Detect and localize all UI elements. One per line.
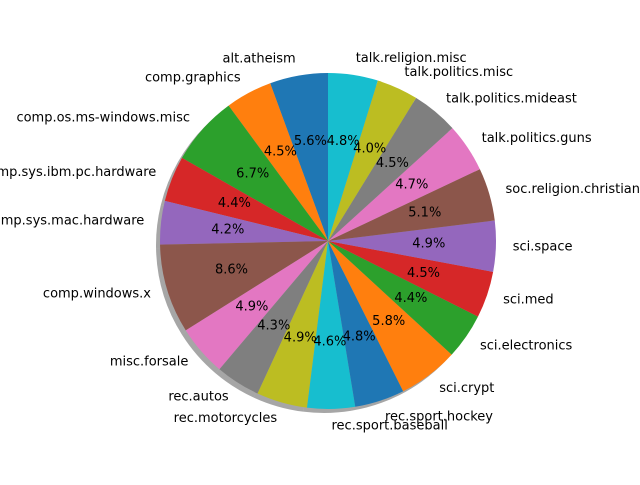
slice-percent-label: 4.4% (218, 196, 251, 211)
slice-percent-label: 4.9% (235, 300, 268, 315)
slice-percent-label: 4.2% (211, 223, 244, 238)
slice-percent-label: 6.7% (236, 167, 269, 182)
slice-percent-label: 5.1% (408, 205, 441, 220)
slice-percent-label: 4.5% (407, 266, 440, 281)
slice-label: comp.graphics (145, 71, 241, 86)
slice-label: soc.religion.christian (506, 182, 640, 197)
slice-label: sci.electronics (480, 339, 573, 354)
slice-percent-label: 4.7% (395, 178, 428, 193)
slice-percent-label: 4.9% (284, 330, 317, 345)
slice-label: sci.med (503, 293, 554, 308)
slice-label: comp.sys.ibm.pc.hardware (0, 165, 156, 180)
slice-percent-label: 4.5% (264, 145, 297, 160)
slice-percent-label: 4.4% (394, 291, 427, 306)
slice-percent-label: 4.8% (327, 134, 360, 149)
slice-label: talk.politics.mideast (446, 91, 577, 106)
slice-label: rec.sport.hockey (385, 409, 493, 424)
slice-percent-label: 4.6% (313, 334, 346, 349)
slice-label: rec.autos (168, 389, 229, 404)
slice-percent-label: 4.5% (376, 156, 409, 171)
slice-label: talk.politics.misc (404, 65, 513, 80)
slice-label: comp.windows.x (43, 287, 151, 302)
slice-percent-label: 4.8% (343, 329, 376, 344)
slice-percent-label: 8.6% (215, 263, 248, 278)
slice-label: misc.forsale (110, 355, 189, 370)
slice-percent-label: 5.6% (294, 134, 327, 149)
slice-percent-label: 5.8% (372, 314, 405, 329)
slice-label: comp.sys.mac.hardware (0, 213, 144, 228)
slice-label: alt.atheism (223, 52, 296, 67)
slice-label: sci.space (513, 239, 573, 254)
slice-label: talk.politics.guns (482, 131, 592, 146)
slice-percent-label: 4.9% (412, 237, 445, 252)
slice-label: rec.motorcycles (174, 411, 278, 426)
slice-label: talk.religion.misc (356, 51, 467, 66)
slice-label: comp.os.ms-windows.misc (16, 111, 190, 126)
slice-label: sci.crypt (439, 381, 494, 396)
